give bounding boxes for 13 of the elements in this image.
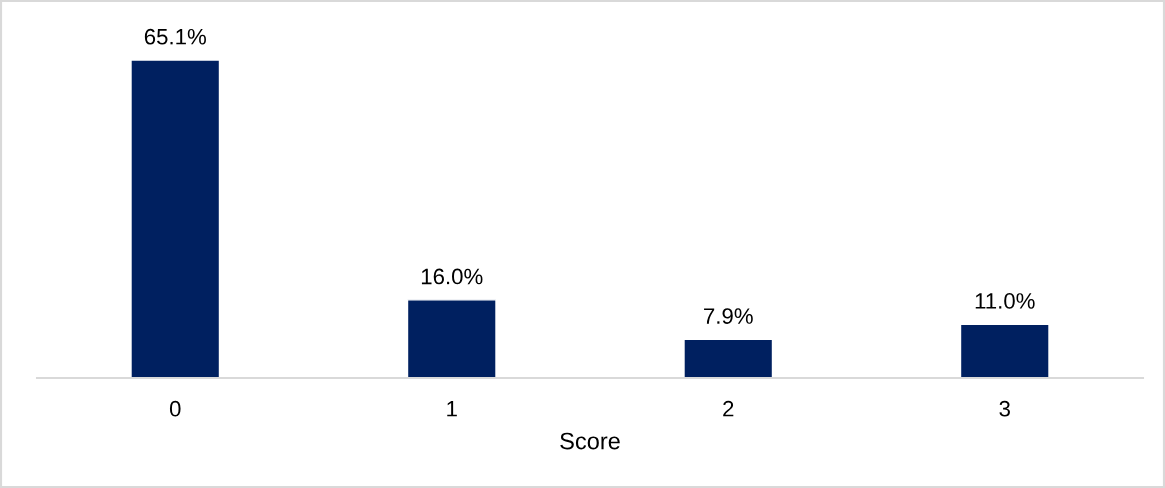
x-tick-label: 3	[999, 400, 1010, 417]
x-tick-label: 0	[169, 400, 181, 417]
x-axis-title: Score	[560, 432, 620, 450]
data-label: 7.9%	[704, 308, 753, 324]
data-label: 11.0%	[975, 293, 1035, 309]
data-label: 16.0%	[421, 268, 483, 285]
data-label: 65.1%	[144, 28, 206, 45]
bar	[683, 338, 774, 378]
bar	[130, 59, 221, 378]
bar	[406, 299, 497, 378]
x-tick-label: 1	[447, 401, 457, 417]
bar	[959, 323, 1050, 378]
x-tick-label: 2	[723, 400, 734, 417]
